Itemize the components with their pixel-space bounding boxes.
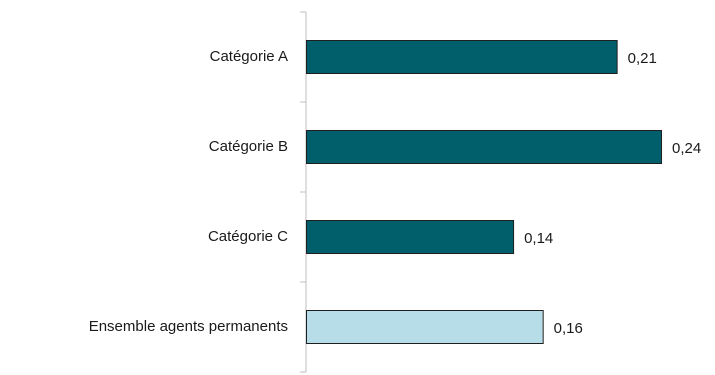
category-labels: Catégorie A Catégorie B Catégorie C Ensembl… <box>89 48 288 335</box>
category-label: Catégorie C <box>208 228 288 245</box>
bars <box>306 40 662 344</box>
category-label: Ensemble agents permanents <box>89 318 288 335</box>
value-label: 0,21 <box>628 50 657 67</box>
bar <box>306 40 618 74</box>
category-label: Catégorie B <box>209 138 288 155</box>
value-label: 0,14 <box>524 230 553 247</box>
value-label: 0,24 <box>672 140 701 157</box>
bar <box>306 220 515 254</box>
value-labels: 0,21 0,24 0,14 0,16 <box>524 50 701 337</box>
bar <box>306 130 662 164</box>
y-axis-ticks <box>300 11 306 373</box>
category-label: Catégorie A <box>210 48 288 65</box>
value-label: 0,16 <box>554 320 583 337</box>
bar <box>306 310 544 344</box>
